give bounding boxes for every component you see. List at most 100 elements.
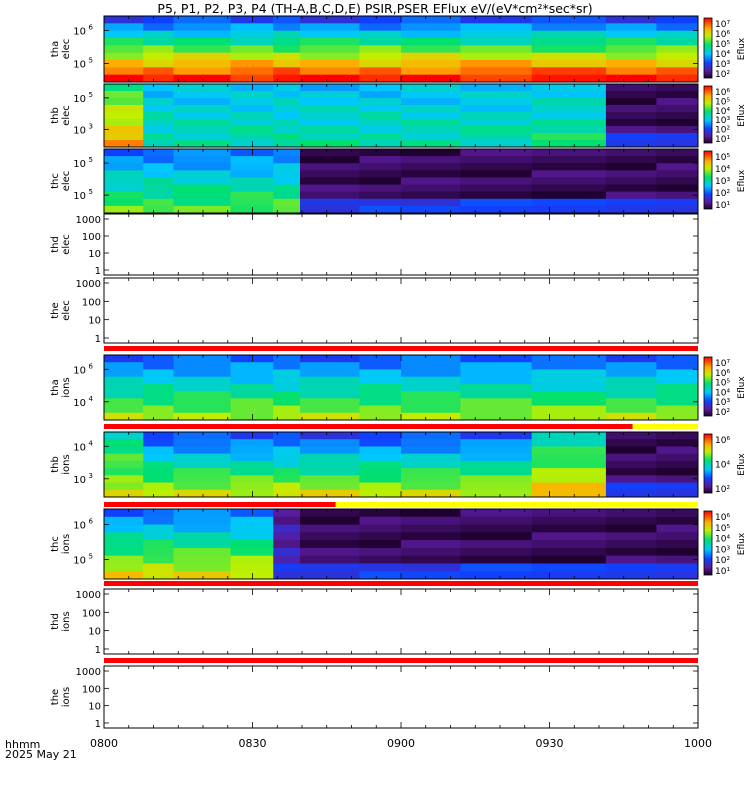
spectrogram-cell (656, 468, 699, 476)
panel-frame (103, 213, 699, 276)
spectrogram-cell (104, 555, 144, 564)
spectrogram-cell (300, 156, 360, 164)
spectrogram-cell (605, 177, 657, 186)
spectrogram-cell (401, 482, 461, 491)
spectrogram-cell (143, 383, 174, 392)
spectrogram-cell (531, 391, 607, 399)
spectrogram-cell (300, 198, 360, 207)
spectrogram-cell (605, 482, 657, 491)
colorbar-tick-label: 10⁵ (715, 40, 730, 50)
spectrogram-cell (230, 563, 274, 572)
spectrogram-cell (531, 516, 607, 526)
spectrogram-cell (401, 74, 461, 83)
spectrogram-cell (460, 432, 533, 440)
colorbar-label: Eflux (737, 532, 747, 555)
spectrogram-cell (300, 432, 360, 440)
spectrogram-cell (143, 524, 174, 533)
spectrogram-cell (230, 191, 274, 200)
colorbar-tick-label: 10² (715, 408, 730, 418)
spectrogram-cell (359, 355, 402, 363)
spectrogram-cell (359, 149, 402, 157)
spectrogram-cell (273, 140, 301, 148)
spectrogram-cell (273, 170, 301, 178)
spectrogram-cell (605, 84, 657, 92)
y-tick-label: 10 (73, 27, 86, 38)
spectrogram-cell (143, 563, 174, 572)
colorbar-tick-label: 10⁴ (715, 388, 730, 398)
spectrogram-cell (143, 489, 174, 498)
colorbar-tick-label: 10⁵ (715, 524, 730, 534)
spectrogram-cell (143, 112, 174, 120)
y-tick-exponent: 5 (89, 91, 93, 99)
spectrogram-cell (656, 191, 699, 200)
panel-ylabel: ions (61, 377, 72, 397)
spectrogram-cell (143, 475, 174, 484)
colorbar-tick-label: 10⁴ (715, 165, 730, 175)
spectrogram-cell (104, 446, 144, 455)
spectrogram-cell (230, 105, 274, 113)
spectrogram-cell (460, 391, 533, 399)
spectrogram-cell (104, 453, 144, 462)
spectrogram-cell (143, 126, 174, 134)
spectrogram-cell (359, 45, 402, 54)
spectrogram-cell (230, 60, 274, 68)
spectrogram-cell (656, 571, 699, 580)
spectrogram-cell (104, 30, 144, 39)
status-bar (632, 424, 698, 429)
spectrogram-cell (359, 405, 402, 414)
spectrogram-cell (273, 383, 301, 392)
spectrogram-cell (460, 170, 533, 178)
spectrogram-cell (104, 540, 144, 549)
spectrogram-cell (359, 30, 402, 39)
panel-ylabel: thb (50, 456, 61, 473)
spectrogram-cell (605, 547, 657, 557)
spectrogram-cell (104, 23, 144, 32)
spectrogram-cell (656, 170, 699, 178)
spectrogram-cell (104, 191, 144, 200)
spectrogram-cell (531, 362, 607, 370)
colorbar (703, 510, 713, 576)
spectrogram-cell (531, 547, 607, 557)
spectrogram-cell (143, 555, 174, 564)
colorbar-tick-label: 10¹ (715, 201, 730, 211)
colorbar-tick-label: 10⁷ (715, 359, 730, 369)
spectrogram-cell (460, 369, 533, 378)
status-bar (104, 581, 698, 586)
spectrogram-cell (531, 532, 607, 541)
spectrogram-cell (230, 98, 274, 106)
spectrogram-cell (104, 405, 144, 414)
spectrogram-cell (359, 84, 402, 92)
spectrogram-cell (656, 184, 699, 193)
spectrogram-cell (143, 376, 174, 385)
thd-elec-panel: 1000 100 10 1 thd elec (50, 213, 699, 277)
spectrogram-cell (173, 198, 232, 207)
spectrogram-cell (143, 91, 174, 99)
spectrogram-cell (359, 198, 402, 207)
spectrogram-cell (359, 362, 402, 370)
spectrogram-cell (460, 355, 533, 363)
spectrogram-cell (460, 475, 533, 484)
spectrogram-cell (143, 355, 174, 363)
spectrogram-cell (656, 84, 699, 92)
y-tick-label: 1000 (76, 215, 101, 226)
colorbar-tick-label: 10³ (715, 398, 730, 408)
spectrogram-cell (401, 84, 461, 92)
colorbar-tick-label: 10³ (715, 545, 730, 555)
spectrogram-cell (531, 540, 607, 549)
spectrogram-cell (273, 563, 301, 572)
spectrogram-cell (359, 453, 402, 462)
spectrogram-cell (230, 391, 274, 399)
spectrogram-cell (656, 453, 699, 462)
spectrogram-cell (605, 119, 657, 127)
spectrogram-cell (173, 67, 232, 76)
spectrogram-cell (460, 571, 533, 580)
spectrogram-cell (273, 439, 301, 447)
spectrogram-cell (300, 177, 360, 186)
spectrogram-cell (300, 126, 360, 134)
spectrogram-cell (605, 468, 657, 476)
spectrogram-cells (104, 432, 699, 498)
spectrogram-cell (230, 198, 274, 207)
spectrogram-cell (173, 439, 232, 447)
spectrogram-cell (300, 16, 360, 24)
y-tick-label: 10 (88, 249, 101, 260)
